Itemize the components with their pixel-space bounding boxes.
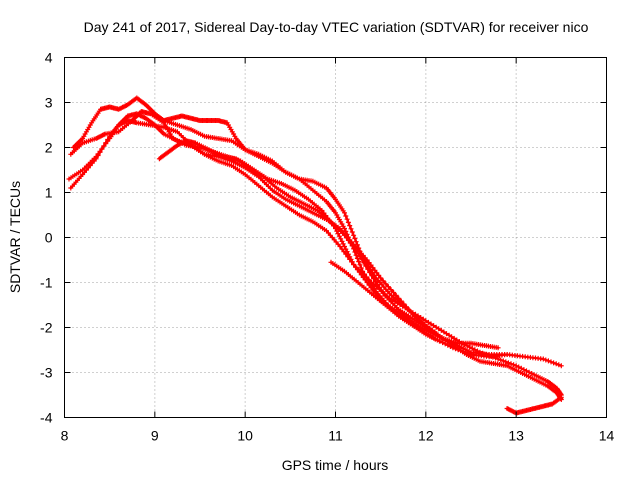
- series-markers-track-8: [504, 394, 564, 416]
- y-tick-label: 2: [45, 140, 53, 156]
- series-markers-track-6: [161, 113, 564, 369]
- series-markers-track-2: [71, 95, 501, 351]
- x-tick-label: 13: [508, 428, 524, 444]
- y-tick-label: 4: [45, 50, 53, 66]
- series-markers-track-7: [328, 259, 442, 344]
- y-tick-label: -2: [40, 320, 53, 336]
- x-tick-label: 11: [328, 428, 343, 444]
- series-line-track-1: [69, 110, 509, 358]
- y-tick-label: -4: [40, 410, 53, 426]
- x-tick-label: 14: [599, 428, 615, 444]
- x-tick-label: 9: [151, 428, 159, 444]
- x-tick-label: 12: [418, 428, 434, 444]
- series-layer: [66, 95, 564, 416]
- y-tick-label: -1: [40, 275, 53, 291]
- series-markers-track-1: [68, 109, 510, 360]
- y-tick-label: 3: [45, 95, 53, 111]
- y-axis-label: SDTVAR / TECUs: [7, 181, 23, 293]
- series-line-track-2: [72, 96, 500, 349]
- grid: [64, 57, 607, 418]
- y-tick-label: 0: [45, 230, 53, 246]
- x-tick-label: 10: [237, 428, 253, 444]
- series-markers-track-4: [66, 111, 564, 398]
- x-axis-label: GPS time / hours: [282, 457, 389, 473]
- x-tick-label: 8: [61, 428, 69, 444]
- chart-title: Day 241 of 2017, Sidereal Day-to-day VTE…: [84, 19, 589, 35]
- y-tick-label: -3: [40, 365, 53, 381]
- y-tick-label: 1: [45, 185, 53, 201]
